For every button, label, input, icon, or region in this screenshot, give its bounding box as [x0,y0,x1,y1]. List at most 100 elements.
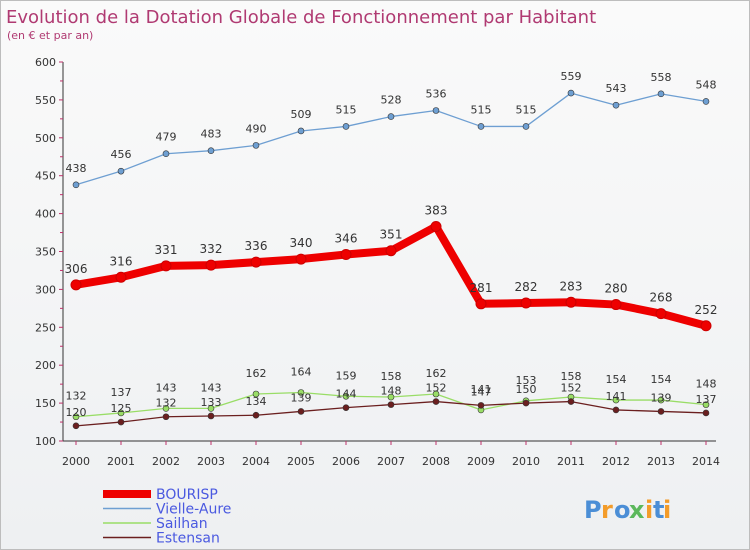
brand-letter: t [653,496,664,524]
data-label: 528 [381,94,402,107]
data-point [70,279,82,291]
data-point [162,150,170,158]
x-tick-label: 2006 [332,455,360,468]
data-label: 438 [66,162,87,175]
data-point [385,245,397,257]
data-point [250,256,262,268]
data-label: 509 [291,108,312,121]
data-label: 332 [200,242,223,256]
x-tick-label: 2009 [467,455,495,468]
data-point [205,259,217,271]
legend-label-sailhan: Sailhan [156,516,208,532]
data-point [252,411,260,419]
axes: 100 150 200 250 300 350 400 450 500 550 600 2000 200… [35,56,720,468]
data-label: 153 [516,374,537,387]
data-label: 143 [201,381,222,394]
data-point [72,181,80,189]
data-label: 143 [156,381,177,394]
data-label: 283 [560,279,583,293]
data-label: 141 [471,383,492,396]
data-point [297,127,305,135]
data-label: 306 [65,262,88,276]
x-tick-label: 2005 [287,455,315,468]
y-tick-label: 450 [35,170,56,183]
data-point [567,89,575,97]
data-label: 154 [606,373,627,386]
y-tick-label: 300 [35,283,56,296]
data-point [702,409,710,417]
legend-label-vielle-aure: Vielle-Aure [156,502,231,518]
brand-letter: r [601,496,613,524]
data-point [297,408,305,415]
data-point [342,123,350,130]
y-tick-label: 550 [35,94,56,107]
series-layer [70,89,712,430]
data-label: 144 [336,388,357,401]
y-tick-label: 150 [35,397,56,410]
data-point [522,123,530,130]
data-point [295,253,307,265]
data-point [160,260,172,272]
data-label: 147 [471,385,492,398]
data-label: 280 [605,282,628,296]
x-tick-label: 2012 [602,455,630,468]
data-point [567,398,575,405]
data-label: 490 [246,122,267,135]
data-point [207,147,215,154]
data-point [430,220,442,232]
x-tick-label: 2001 [107,455,135,468]
x-tick-label: 2007 [377,455,405,468]
data-point [117,167,125,175]
y-tick-label: 100 [35,435,56,448]
data-point [477,402,485,409]
data-point [475,298,487,310]
data-label: 515 [471,103,492,116]
chart-subtitle: (en € et par an) [7,29,93,42]
data-point [432,107,440,114]
data-label: 137 [111,386,132,399]
data-label: 150 [516,383,537,396]
x-tick-label: 2000 [62,455,90,468]
data-label: 515 [336,103,357,116]
y-tick-label: 200 [35,359,56,372]
data-label: 125 [111,402,132,415]
data-label: 162 [426,367,447,380]
data-point [297,389,305,396]
data-label: 548 [696,78,717,91]
data-point [252,390,260,398]
data-label: 137 [696,393,717,406]
data-label: 559 [561,70,582,83]
data-point [700,320,712,332]
data-label: 340 [290,236,313,250]
data-point [162,405,170,412]
x-tick-label: 2002 [152,455,180,468]
data-label: 133 [201,396,222,409]
data-point [72,413,80,421]
data-label: 139 [651,391,672,404]
data-point [612,101,620,109]
data-point [657,396,665,404]
data-point [117,418,125,426]
data-label: 483 [201,128,222,141]
data-label: 164 [291,365,312,378]
data-label: 152 [561,382,582,395]
chart-title: Evolution de la Dotation Globale de Fonc… [6,7,596,28]
x-tick-label: 2013 [647,455,675,468]
data-labels: 132 137 143 143 162 164 159 158 162 141 153 158 154 1… [65,70,718,419]
data-label: 139 [291,391,312,404]
data-label: 154 [651,373,672,386]
data-label: 479 [156,131,177,144]
data-point [612,396,620,404]
data-label: 536 [426,88,447,101]
data-label: 383 [425,203,448,217]
data-point [342,404,350,411]
data-point [657,90,665,98]
y-tick-label: 250 [35,321,56,334]
x-tick-label: 2008 [422,455,450,468]
data-point [702,401,710,408]
data-label: 159 [336,369,357,382]
